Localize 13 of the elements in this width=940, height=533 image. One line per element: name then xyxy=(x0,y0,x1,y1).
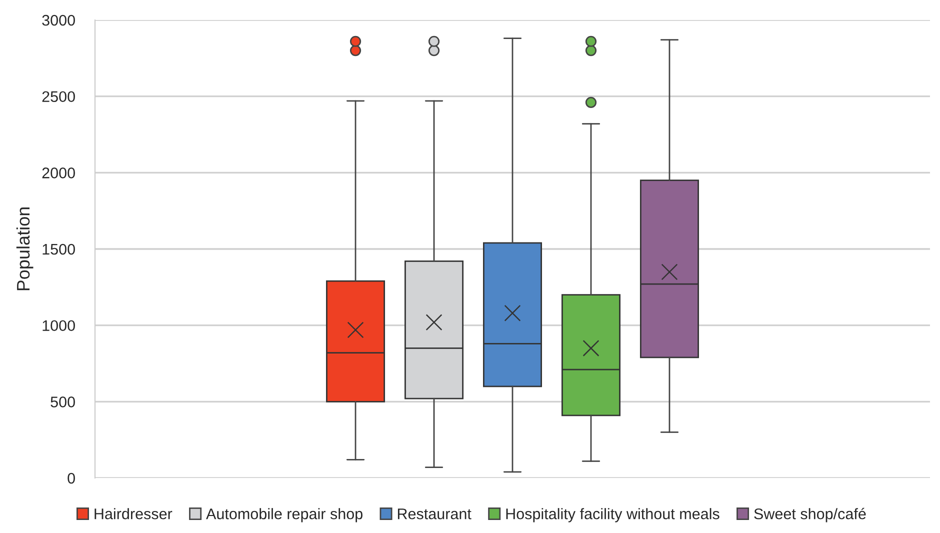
y-tick-label: 3000 xyxy=(42,14,75,26)
legend-label: Restaurant xyxy=(398,508,472,520)
y-tick-label: 2000 xyxy=(42,168,75,178)
y-tick-label: 0 xyxy=(68,472,75,484)
y-tick-label: 2500 xyxy=(42,91,75,102)
y-tick-label: 1500 xyxy=(42,244,75,255)
legend-label: Automobile repair shop xyxy=(206,508,362,522)
y-tick-label: 1000 xyxy=(42,320,75,332)
y-tick-label: 500 xyxy=(50,396,75,408)
legend-label: Sweet shop/café xyxy=(754,508,866,522)
y-axis-title: Population xyxy=(16,208,34,290)
legend-label: Hospitality facility without meals xyxy=(506,508,720,522)
legend-label: Hairdresser xyxy=(94,508,172,520)
